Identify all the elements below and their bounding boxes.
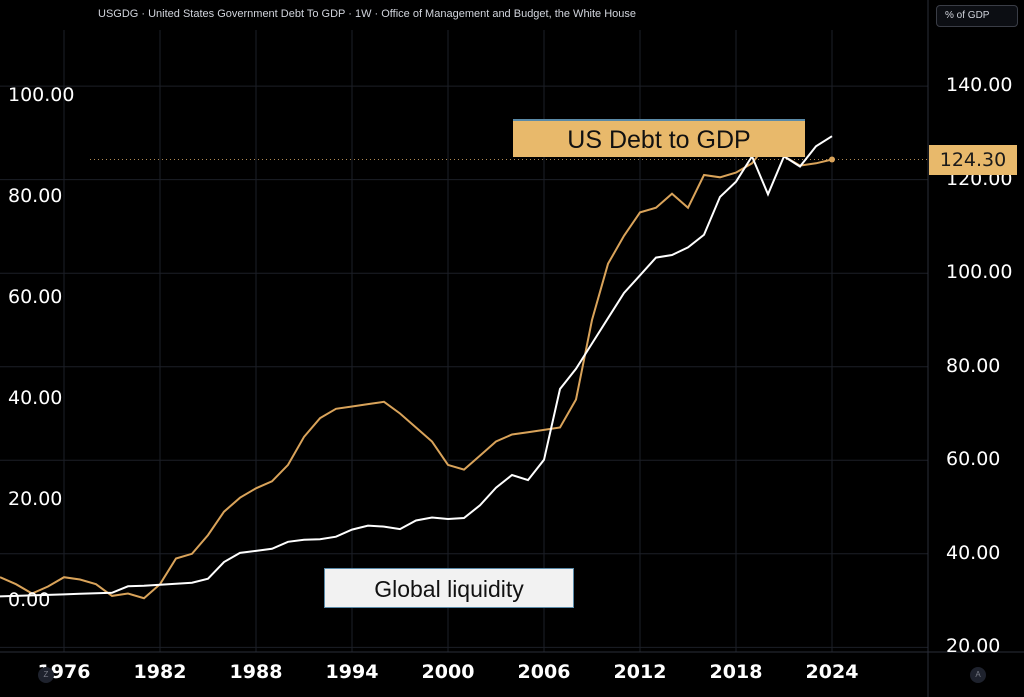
x-tick-label: 1982 [133,661,187,683]
left-scale-toggle-button[interactable]: Z [38,667,54,683]
right-tick-label: 20.00 [946,635,1001,658]
left-tick-label: 100.00 [8,83,75,106]
liquidity-series-line [0,135,833,598]
right-tick-label: 60.00 [946,448,1001,471]
left-tick-label: 40.00 [8,387,63,410]
left-tick-label: 60.00 [8,286,63,309]
unit-badge[interactable]: % of GDP [936,5,1018,27]
x-tick-label: 2006 [517,661,571,683]
x-tick-label: 1994 [325,661,379,683]
right-tick-label: 40.00 [946,541,1001,564]
liquidity-series-label: Global liquidity [324,568,574,608]
chart-header-title: USGDG · United States Government Debt To… [98,8,637,20]
left-tick-label: 0.00 [8,589,51,612]
last-value-tag: 124.30 [929,144,1017,175]
debt-series-label: US Debt to GDP [513,119,805,157]
x-tick-label: 2024 [805,661,859,683]
right-tick-label: 80.00 [946,354,1001,377]
last-value-dot [829,156,835,163]
auto-scale-button[interactable]: A [970,667,986,683]
left-tick-label: 20.00 [8,488,63,511]
x-tick-label: 2012 [613,661,667,683]
debt-series-line [0,140,833,600]
x-tick-label: 2000 [421,661,475,683]
x-tick-label: 2018 [709,661,763,683]
x-tick-label: 1988 [229,661,283,683]
right-tick-label: 100.00 [946,261,1013,284]
right-tick-label: 140.00 [946,74,1013,97]
left-tick-label: 80.00 [8,184,63,207]
